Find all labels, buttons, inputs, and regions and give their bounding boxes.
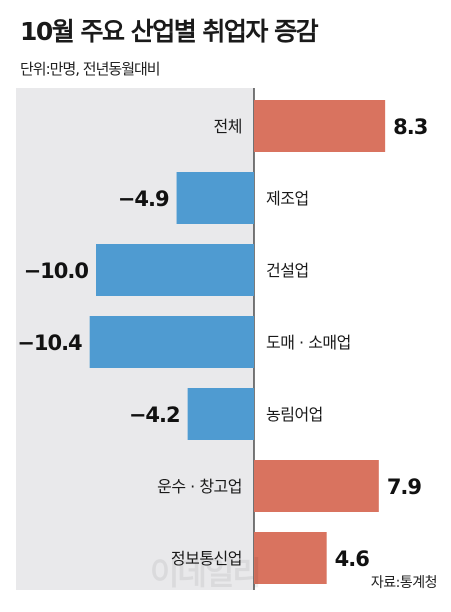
watermark: 이데일리 — [150, 554, 262, 592]
category-label-6: 정보통신업 — [171, 549, 242, 568]
bar-2 — [96, 244, 254, 296]
category-label-1: 제조업 — [266, 189, 309, 208]
bar-1 — [176, 172, 254, 224]
bar-4 — [187, 388, 254, 440]
bar-6 — [254, 532, 327, 584]
bar-0 — [254, 100, 386, 152]
source-note: 자료:통계청 — [370, 575, 438, 591]
category-label-5: 운수 · 창고업 — [157, 477, 242, 496]
chart-title: 10월 주요 산업별 취업자 증감 — [20, 17, 319, 46]
value-label-5: 7.9 — [387, 475, 422, 499]
value-label-1: −4.9 — [118, 187, 169, 211]
category-label-2: 건설업 — [266, 261, 309, 280]
value-label-0: 8.3 — [393, 115, 427, 139]
value-label-2: −10.0 — [24, 259, 89, 283]
bar-5 — [254, 460, 379, 512]
value-label-3: −10.4 — [17, 331, 82, 355]
bar-3 — [89, 316, 255, 368]
value-label-4: −4.2 — [129, 403, 180, 427]
value-label-6: 4.6 — [335, 547, 370, 571]
category-label-4: 농림어업 — [266, 405, 323, 424]
chart-subtitle: 단위:만명, 전년동월대비 — [20, 60, 161, 78]
category-label-3: 도매 · 소매업 — [266, 333, 351, 352]
category-label-0: 전체 — [214, 117, 242, 136]
